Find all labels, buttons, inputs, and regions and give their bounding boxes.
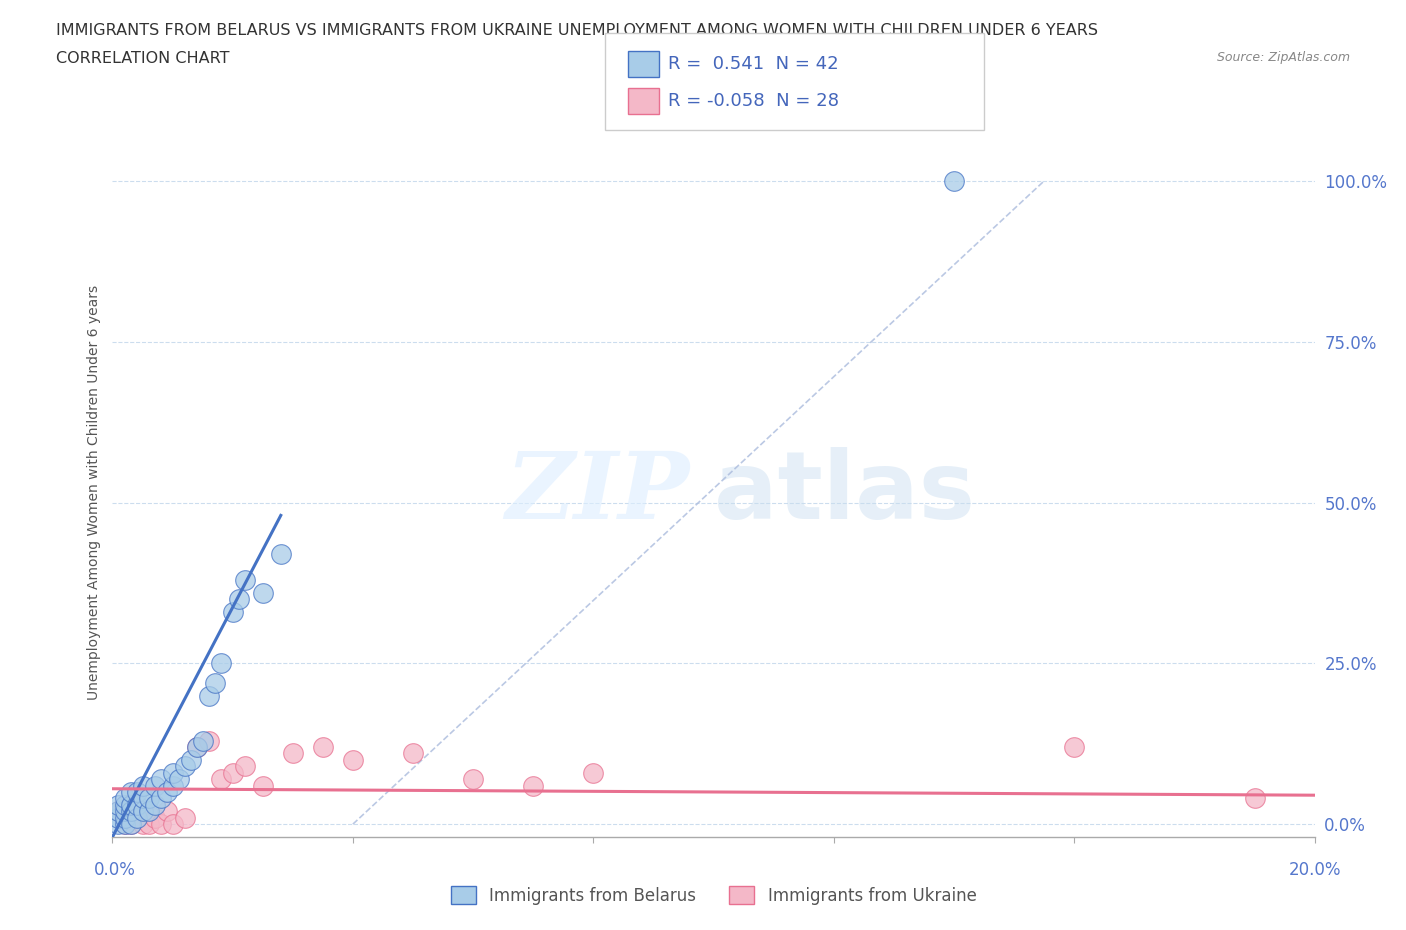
Point bbox=[131, 778, 153, 793]
Point bbox=[155, 785, 177, 800]
Point bbox=[131, 804, 153, 818]
Point bbox=[149, 817, 172, 831]
Point bbox=[120, 804, 142, 818]
Point bbox=[138, 804, 160, 818]
Point bbox=[402, 746, 425, 761]
Point bbox=[204, 675, 226, 690]
Point bbox=[143, 810, 166, 825]
Y-axis label: Unemployment Among Women with Children Under 6 years: Unemployment Among Women with Children U… bbox=[87, 286, 101, 700]
Point bbox=[222, 765, 245, 780]
Text: atlas: atlas bbox=[713, 447, 974, 538]
Point bbox=[167, 772, 190, 787]
Point bbox=[114, 791, 136, 806]
Point bbox=[209, 772, 232, 787]
Point bbox=[162, 817, 184, 831]
Point bbox=[162, 778, 184, 793]
Text: Source: ZipAtlas.com: Source: ZipAtlas.com bbox=[1216, 51, 1350, 64]
Point bbox=[120, 817, 142, 831]
Point bbox=[107, 810, 129, 825]
Point bbox=[1243, 791, 1265, 806]
Point bbox=[191, 733, 214, 748]
Point bbox=[125, 797, 148, 812]
Point bbox=[120, 785, 142, 800]
Point bbox=[114, 817, 136, 831]
Point bbox=[209, 656, 232, 671]
Point bbox=[252, 778, 274, 793]
Point bbox=[114, 797, 136, 812]
Point bbox=[522, 778, 544, 793]
Point bbox=[125, 785, 148, 800]
Point bbox=[186, 739, 208, 754]
Point bbox=[197, 688, 219, 703]
Point bbox=[107, 804, 129, 818]
Point bbox=[461, 772, 484, 787]
Point bbox=[281, 746, 304, 761]
Point bbox=[114, 810, 136, 825]
Point bbox=[155, 804, 177, 818]
Point bbox=[114, 817, 136, 831]
Legend: Immigrants from Belarus, Immigrants from Ukraine: Immigrants from Belarus, Immigrants from… bbox=[444, 880, 983, 911]
Point bbox=[312, 739, 335, 754]
Point bbox=[228, 591, 250, 606]
Point bbox=[125, 810, 148, 825]
Point bbox=[120, 797, 142, 812]
Point bbox=[233, 572, 256, 587]
Point bbox=[342, 752, 364, 767]
Point bbox=[252, 585, 274, 600]
Point bbox=[173, 810, 195, 825]
Point bbox=[114, 804, 136, 818]
Point bbox=[222, 604, 245, 619]
Point bbox=[138, 791, 160, 806]
Text: CORRELATION CHART: CORRELATION CHART bbox=[56, 51, 229, 66]
Text: IMMIGRANTS FROM BELARUS VS IMMIGRANTS FROM UKRAINE UNEMPLOYMENT AMONG WOMEN WITH: IMMIGRANTS FROM BELARUS VS IMMIGRANTS FR… bbox=[56, 23, 1098, 38]
Text: R = -0.058  N = 28: R = -0.058 N = 28 bbox=[668, 92, 839, 111]
Point bbox=[186, 739, 208, 754]
Point bbox=[197, 733, 219, 748]
Point bbox=[125, 810, 148, 825]
Point bbox=[131, 804, 153, 818]
Point bbox=[131, 817, 153, 831]
Point bbox=[149, 791, 172, 806]
Text: 0.0%: 0.0% bbox=[94, 860, 136, 879]
Point bbox=[143, 778, 166, 793]
Text: 20.0%: 20.0% bbox=[1288, 860, 1341, 879]
Text: R =  0.541  N = 42: R = 0.541 N = 42 bbox=[668, 55, 838, 73]
Point bbox=[143, 797, 166, 812]
Text: ZIP: ZIP bbox=[505, 448, 689, 538]
Point bbox=[233, 759, 256, 774]
Point bbox=[173, 759, 195, 774]
Point bbox=[1063, 739, 1085, 754]
Point bbox=[582, 765, 605, 780]
Point bbox=[162, 765, 184, 780]
Point bbox=[107, 797, 129, 812]
Point bbox=[942, 174, 965, 189]
Point bbox=[131, 791, 153, 806]
Point bbox=[149, 772, 172, 787]
Point bbox=[270, 547, 292, 562]
Point bbox=[107, 804, 129, 818]
Point bbox=[180, 752, 202, 767]
Point bbox=[107, 817, 129, 831]
Point bbox=[138, 817, 160, 831]
Point bbox=[114, 797, 136, 812]
Point bbox=[120, 817, 142, 831]
